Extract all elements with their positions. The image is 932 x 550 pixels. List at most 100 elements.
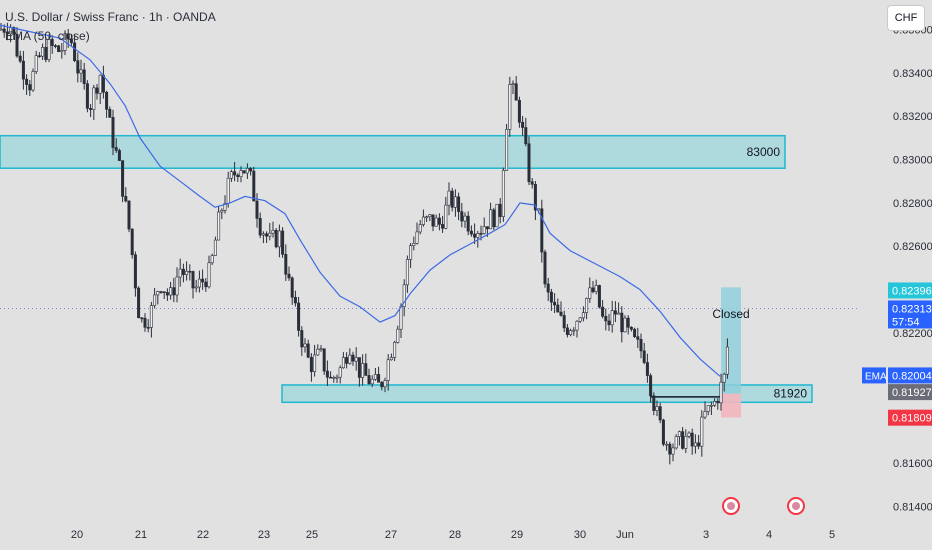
candle-body <box>57 45 61 52</box>
candle-body <box>220 209 224 213</box>
candle-body <box>469 230 473 235</box>
candle-body <box>92 87 96 110</box>
candle-body <box>479 233 483 235</box>
candle-body <box>239 170 243 177</box>
x-tick-label: 23 <box>258 529 270 541</box>
candle-body <box>31 71 35 91</box>
candle-body <box>578 317 582 322</box>
candle-body <box>377 374 381 383</box>
candle-body <box>53 45 57 47</box>
chart-title: U.S. Dollar / Swiss Franc · 1h · OANDA <box>5 10 216 24</box>
price-tag-countdown: 57:54 <box>892 316 920 328</box>
candle-body <box>223 202 227 211</box>
candle-body <box>709 404 713 407</box>
candle-body <box>236 174 240 177</box>
candle-body <box>530 181 534 185</box>
candle-body <box>693 442 697 447</box>
candle-body <box>255 200 259 219</box>
candle-body <box>188 270 192 273</box>
indicator-label[interactable]: EMA (50, close) <box>5 29 90 43</box>
currency-button[interactable]: CHF <box>887 5 925 31</box>
candle-body <box>322 348 326 372</box>
candle-body <box>649 375 653 397</box>
candle-body <box>245 167 249 174</box>
x-tick-label: 3 <box>703 529 709 541</box>
candle-body <box>655 406 659 411</box>
candle-body <box>201 278 205 283</box>
candle-body <box>668 443 672 455</box>
candle-body <box>434 217 438 227</box>
candle-body <box>133 254 137 289</box>
candle-body <box>73 42 77 61</box>
price-tag-current <box>888 300 932 329</box>
candle-body <box>684 435 688 449</box>
y-tick-label: 0.82200 <box>893 328 932 340</box>
candle-body <box>441 224 445 229</box>
candle-body <box>268 232 272 237</box>
candle-body <box>386 359 390 381</box>
event-flag-inner <box>792 502 800 510</box>
candle-body <box>82 69 86 84</box>
candle-body <box>514 83 518 101</box>
candle-body <box>485 226 489 230</box>
candle-body <box>498 203 502 217</box>
candle-body <box>495 203 499 228</box>
candle-body <box>415 231 419 244</box>
candle-body <box>405 259 409 286</box>
candle-body <box>156 291 160 296</box>
candle-body <box>229 171 233 179</box>
candle-body <box>665 443 669 446</box>
candle-body <box>476 233 480 238</box>
candle-body <box>661 419 665 445</box>
candle-body <box>719 381 723 404</box>
x-tick-label: 28 <box>449 529 461 541</box>
candle-body <box>591 287 595 293</box>
candle-body <box>610 310 614 326</box>
candle-body <box>297 302 301 331</box>
candle-body <box>546 283 550 293</box>
candle-body <box>191 271 195 289</box>
candle-body <box>108 108 112 118</box>
candle-body <box>501 170 505 217</box>
candle-body <box>143 317 147 328</box>
candle-body <box>367 375 371 385</box>
candle-body <box>121 160 125 197</box>
candle-body <box>146 327 150 329</box>
candle-body <box>559 311 563 316</box>
zone-label-81920: 81920 <box>774 387 808 401</box>
candle-body <box>373 374 377 380</box>
candle-body <box>85 83 89 109</box>
candle-body <box>639 339 643 352</box>
candle-body <box>421 216 425 225</box>
candle-body <box>175 276 179 296</box>
candle-body <box>284 254 288 275</box>
candle-body <box>569 330 573 335</box>
candle-body <box>95 87 99 94</box>
candle-body <box>101 74 105 93</box>
zone-81920 <box>281 384 813 404</box>
candle-body <box>0 28 3 31</box>
candle-body <box>252 170 256 202</box>
candle-body <box>204 281 208 288</box>
candle-body <box>137 287 141 319</box>
candle-body <box>41 47 45 57</box>
candle-body <box>607 320 611 326</box>
candle-body <box>585 298 589 313</box>
candle-body <box>633 328 637 337</box>
candle-body <box>460 211 464 222</box>
candle-body <box>207 262 211 288</box>
candle-body <box>629 326 633 330</box>
price-tag-value: 0.81809 <box>892 413 932 425</box>
candle-body <box>399 306 403 330</box>
candle-body <box>597 285 601 308</box>
candle-body <box>319 348 323 351</box>
ema-tag-label: EMA <box>865 371 887 382</box>
candle-body <box>645 362 649 376</box>
candle-body <box>393 342 397 358</box>
candle-body <box>159 291 163 293</box>
candle-body <box>18 55 22 62</box>
x-tick-label: 25 <box>306 529 318 541</box>
candle-body <box>354 357 358 362</box>
candle-body <box>111 117 115 148</box>
